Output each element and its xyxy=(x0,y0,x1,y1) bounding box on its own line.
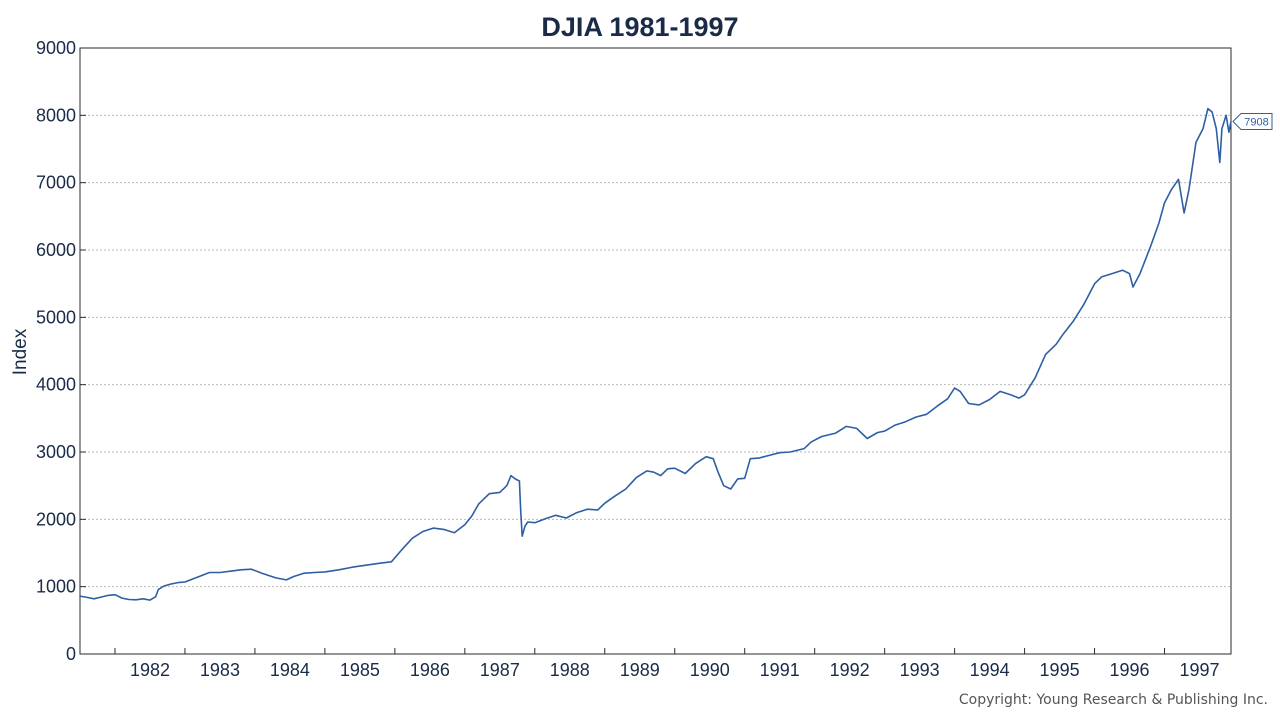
x-tick-label: 1986 xyxy=(410,660,450,680)
copyright-notice: Copyright: Young Research & Publishing I… xyxy=(959,692,1268,708)
x-tick-label: 1983 xyxy=(200,660,240,680)
y-axis-label: Index xyxy=(10,328,31,375)
plot-area xyxy=(79,47,1232,655)
x-tick-label: 1994 xyxy=(970,660,1010,680)
x-tick-label: 1997 xyxy=(1179,660,1219,680)
x-tick-label: 1987 xyxy=(480,660,520,680)
y-tick-label: 0 xyxy=(66,644,76,664)
y-tick-label: 8000 xyxy=(36,105,76,125)
x-tick-label: 1992 xyxy=(830,660,870,680)
chart-title: DJIA 1981-1997 xyxy=(541,12,738,42)
x-axis: 1982 1983 1984 1985 1986 1987 1988 1989 1990 1991… xyxy=(114,648,1220,680)
y-tick-label: 4000 xyxy=(36,375,76,395)
x-tick-label: 1982 xyxy=(130,660,170,680)
x-tick-label: 1989 xyxy=(620,660,660,680)
y-tick-label: 6000 xyxy=(36,240,76,260)
series-line-djia xyxy=(79,107,1232,601)
x-tick-label: 1993 xyxy=(900,660,940,680)
y-tick-label: 2000 xyxy=(36,509,76,529)
y-tick-label: 9000 xyxy=(36,38,76,58)
last-value-callout: 7908 xyxy=(1232,113,1273,130)
x-tick-label: 1991 xyxy=(760,660,800,680)
y-axis: 0 1000 2000 3000 4000 5000 6000 7000 8000 9000 xyxy=(36,38,86,664)
last-value-callout-box xyxy=(1232,113,1273,130)
x-tick-label: 1995 xyxy=(1040,660,1080,680)
gridlines xyxy=(80,47,1231,588)
x-tick-label: 1996 xyxy=(1110,660,1150,680)
x-tick-label: 1990 xyxy=(690,660,730,680)
y-tick-label: 5000 xyxy=(36,307,76,327)
y-tick-label: 3000 xyxy=(36,442,76,462)
y-tick-label: 7000 xyxy=(36,173,76,193)
last-value-label: 7908 xyxy=(1244,117,1268,129)
y-tick-label: 1000 xyxy=(36,577,76,597)
series-layer xyxy=(79,107,1232,601)
x-tick-label: 1985 xyxy=(340,660,380,680)
x-tick-label: 1984 xyxy=(270,660,310,680)
x-tick-label: 1988 xyxy=(550,660,590,680)
